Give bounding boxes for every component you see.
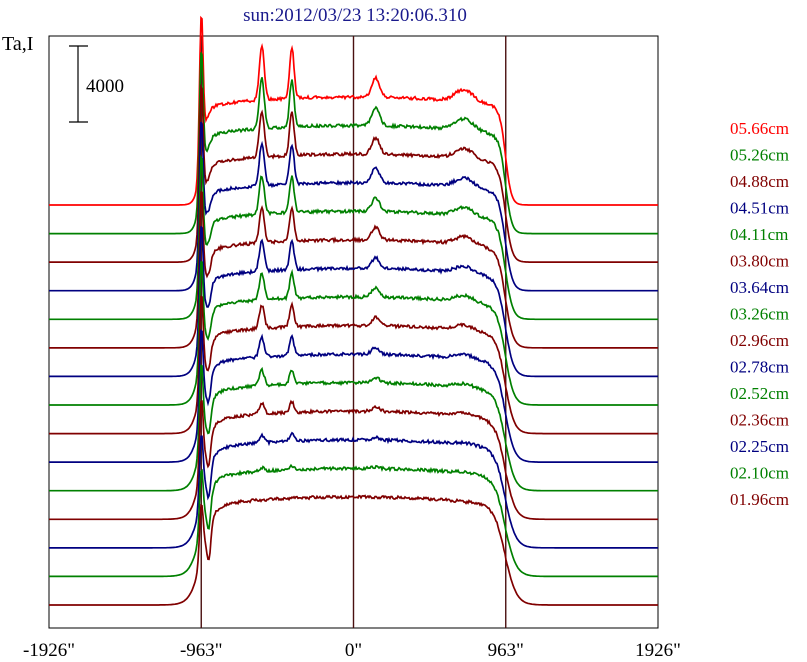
legend-item: 04.11cm — [730, 225, 788, 244]
x-tick-label: -1926" — [23, 640, 75, 661]
series-line-05.66cm — [49, 15, 658, 206]
chart-title: sun:2012/03/23 13:20:06.310 — [243, 5, 467, 26]
legend-item: 02.25cm — [730, 437, 789, 456]
series-group — [49, 15, 658, 606]
x-tick-label: 0" — [345, 640, 362, 661]
series-line-04.88cm — [49, 83, 658, 263]
legend-item: 04.88cm — [730, 172, 789, 191]
legend-item: 04.51cm — [730, 199, 789, 218]
series-line-04.51cm — [49, 121, 658, 292]
legend-item: 02.96cm — [730, 331, 789, 350]
series-line-05.26cm — [49, 52, 658, 235]
legend-item: 05.26cm — [730, 146, 789, 165]
series-line-01.96cm — [49, 494, 658, 606]
legend: 05.66cm 05.26cm 04.88cm 04.51cm 04.11cm 03.80… — [730, 119, 789, 509]
legend-item: 02.36cm — [730, 411, 789, 430]
legend-item: 03.64cm — [730, 278, 789, 297]
y-axis-label: Ta,I — [2, 33, 33, 55]
scale-bar: 4000 — [69, 45, 124, 123]
x-axis-ticks: -1926" -963" 0" 963" 1926" — [23, 640, 681, 661]
x-tick-label: 1926" — [635, 640, 681, 661]
series-line-02.78cm — [49, 328, 658, 463]
series-line-03.64cm — [49, 226, 658, 378]
series-line-02.25cm — [49, 431, 658, 549]
legend-item: 03.80cm — [730, 252, 789, 271]
series-line-03.26cm — [49, 260, 658, 406]
scale-bar-label: 4000 — [86, 76, 124, 97]
legend-item: 02.10cm — [730, 464, 789, 483]
series-line-04.11cm — [49, 154, 658, 321]
series-line-02.10cm — [49, 463, 658, 578]
series-line-03.80cm — [49, 191, 658, 349]
legend-item: 03.26cm — [730, 305, 789, 324]
series-line-02.36cm — [49, 399, 658, 521]
x-tick-label: 963" — [488, 640, 524, 661]
legend-item: 01.96cm — [730, 490, 789, 509]
legend-item: 02.52cm — [730, 384, 789, 403]
legend-item: 02.78cm — [730, 358, 789, 377]
series-line-02.96cm — [49, 295, 658, 435]
legend-item: 05.66cm — [730, 119, 789, 138]
series-line-02.52cm — [49, 364, 658, 492]
x-tick-label: -963" — [180, 640, 223, 661]
